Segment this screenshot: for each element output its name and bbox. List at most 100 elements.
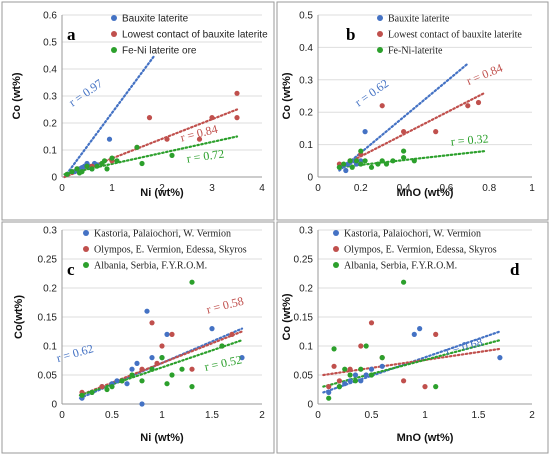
data-point: [336, 164, 342, 170]
y-tick-label: 0.2: [299, 108, 313, 119]
legend-marker: [111, 15, 117, 21]
panel-letter: d: [510, 260, 520, 279]
data-point: [154, 360, 160, 366]
data-point: [149, 366, 155, 372]
data-point: [358, 161, 364, 167]
y-tick-label: 0.3: [299, 226, 313, 237]
legend-marker: [377, 47, 383, 53]
data-point: [358, 378, 364, 384]
legend-entry: Fe-Ni-laterite: [388, 46, 443, 57]
x-tick-label: 1.5: [205, 410, 219, 421]
data-point: [368, 366, 375, 372]
x-tick-label: 2: [529, 410, 535, 421]
x-tick-label: 0.4: [397, 183, 411, 194]
x-tick-label: 1: [422, 410, 428, 421]
data-point: [159, 343, 165, 349]
x-tick-label: 0: [315, 183, 321, 194]
data-point: [326, 384, 332, 390]
data-point: [101, 158, 108, 164]
data-point: [109, 384, 115, 390]
data-point: [353, 158, 360, 164]
data-point: [209, 326, 215, 332]
data-point: [433, 129, 439, 135]
data-point: [433, 384, 439, 390]
data-point: [411, 331, 417, 337]
data-point: [169, 331, 175, 337]
data-point: [347, 158, 353, 164]
legend-marker: [377, 15, 383, 21]
data-point: [326, 389, 332, 395]
data-point: [401, 148, 407, 154]
trendline: [78, 330, 244, 397]
y-tick-label: 0: [51, 400, 57, 411]
data-point: [109, 155, 115, 161]
x-tick-label: 0.5: [105, 410, 119, 421]
data-point: [84, 163, 90, 169]
data-point: [104, 166, 110, 172]
data-point: [475, 99, 482, 106]
data-point: [401, 378, 407, 384]
y-tick-label: 0.2: [43, 119, 57, 130]
data-point: [362, 158, 368, 164]
x-tick-label: 1: [159, 410, 165, 421]
x-tick-label: 0: [59, 410, 65, 421]
panel-b: 0 0.1 0.2 0.3 0.4 0.5 0 0.2 0.4 0.6 0.8 1 MnO (wt%) C…: [281, 11, 535, 200]
panel-c: 0 0.05 0.1 0.15 0.2 0.25 0.3 0 0.5 1 1.5 2 Ni (wt%) C…: [13, 226, 265, 445]
legend-marker: [83, 246, 89, 252]
data-point: [368, 372, 375, 378]
legend-marker: [377, 31, 383, 37]
trendline: [338, 91, 487, 169]
y-tick-label: 0.1: [299, 140, 313, 151]
y-tick-label: 0.3: [299, 75, 313, 86]
data-point: [390, 158, 396, 164]
data-point: [114, 378, 120, 384]
data-point: [383, 161, 390, 167]
panel-letter: b: [346, 25, 355, 44]
data-point: [129, 366, 135, 372]
legend-entry: Albania, Serbia, F.Y.R.O.M.: [344, 261, 457, 272]
correlation-label: r = 0.97: [66, 76, 105, 109]
x-tick-label: 0: [315, 410, 321, 421]
y-tick-label: 0.1: [43, 342, 57, 353]
data-point: [352, 372, 359, 378]
trendline: [322, 339, 501, 388]
data-point: [347, 366, 353, 372]
data-point: [417, 326, 423, 332]
data-point: [129, 372, 135, 378]
data-point: [497, 355, 503, 361]
y-tick-label: 0.4: [43, 65, 57, 76]
x-tick-label: 0.6: [439, 183, 453, 194]
y-tick-label: 0.5: [43, 38, 57, 49]
data-point: [169, 152, 175, 158]
panel-letter: a: [67, 25, 76, 44]
data-point: [375, 161, 381, 167]
y-tick-label: 0.2: [43, 284, 57, 295]
y-tick-label: 0.05: [294, 371, 314, 382]
trendline: [63, 54, 156, 179]
data-point: [331, 363, 337, 369]
data-point: [134, 144, 140, 150]
legend-entry: Kastoria, Palaiochori, W. Vermion: [94, 229, 231, 240]
legend-entry: Kastoria, Palaiochori, W. Vermion: [344, 229, 481, 240]
data-point: [124, 381, 130, 387]
legend-marker: [333, 262, 339, 268]
correlation-label: r = 0.72: [186, 146, 225, 165]
y-tick-label: 0.25: [294, 255, 314, 266]
y-tick-label: 0.4: [299, 43, 313, 54]
data-point: [164, 381, 170, 387]
y-tick-label: 0: [51, 173, 57, 184]
y-tick-label: 0.15: [38, 313, 58, 324]
legend-entry: Lowest contact of bauxite laterite: [122, 30, 268, 41]
panel-d-frame: [276, 221, 549, 454]
data-point: [114, 158, 120, 164]
data-point: [433, 331, 439, 337]
data-point: [368, 164, 375, 170]
y-tick-label: 0.3: [43, 226, 57, 237]
x-tick-label: 1: [109, 183, 115, 194]
x-tick-label: 0: [59, 183, 65, 194]
x-tick-label: 4: [259, 183, 265, 194]
legend-entry: Lowest contact of bauxite laterite: [388, 30, 522, 41]
data-point: [219, 343, 225, 349]
data-point: [331, 346, 337, 352]
